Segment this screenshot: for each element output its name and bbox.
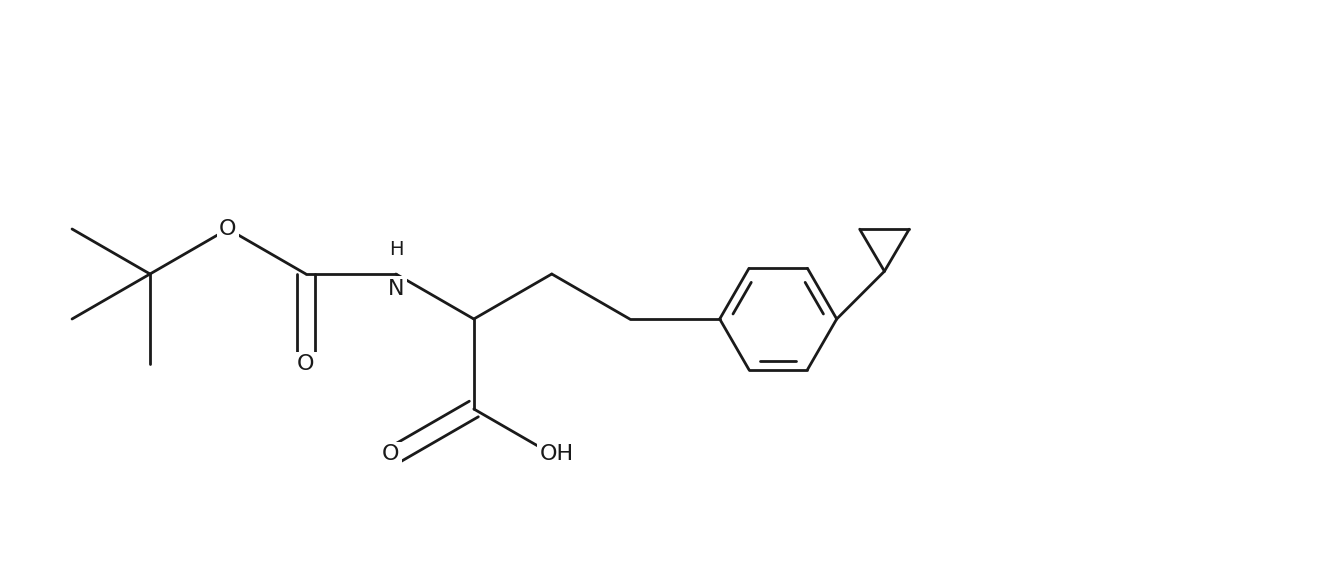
Text: O: O: [382, 444, 400, 464]
Text: O: O: [219, 219, 237, 239]
Text: O: O: [297, 354, 314, 374]
Text: N: N: [388, 279, 404, 299]
Text: OH: OH: [540, 444, 574, 464]
Text: H: H: [389, 240, 404, 259]
